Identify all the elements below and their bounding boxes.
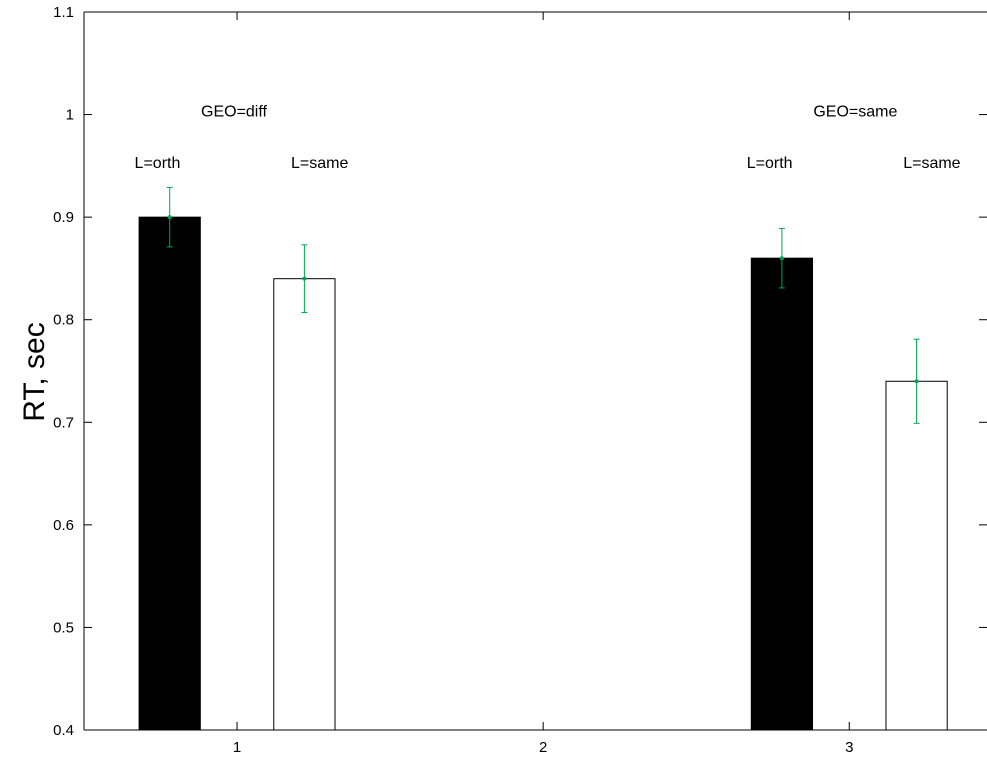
y-axis-label: RT, sec [18,322,51,421]
y-tick-label: 0.8 [53,312,74,329]
y-tick-label: 0.7 [53,414,74,431]
error-bar-2 [301,244,308,314]
bar-1 [138,216,201,731]
bars-layer [138,216,948,731]
x-tick-label: 1 [233,739,241,756]
y-tick-label: 0.9 [53,209,74,226]
y-tick-label: 0.4 [53,722,74,739]
y-tick-label: 0.6 [53,517,74,534]
error-bars-layer [166,186,920,424]
y-tick-label: 0.5 [53,619,74,636]
annotation: GEO=same [813,104,897,121]
bar-3 [750,257,814,731]
x-tick-label: 2 [539,739,547,756]
error-bar-1 [166,186,173,248]
bar-2 [273,278,336,731]
y-tick-label: 1.1 [53,4,74,21]
annotations-layer: GEO=diff L=orth L=same GEO=same L=orth L=same [135,104,961,172]
bar-4 [885,380,948,731]
axes-layer: 0.4 0.5 0.6 0.7 0.8 0.9 1 1.1 1 2 3 [53,4,987,756]
annotation: L=same [903,155,960,172]
annotation: L=same [291,155,348,172]
error-bar-3 [778,227,785,289]
annotation: L=orth [135,155,181,172]
annotation: L=orth [747,155,793,172]
y-tick-label: 1 [66,107,74,124]
error-bar-4 [913,338,920,424]
annotation: GEO=diff [201,104,268,121]
x-tick-label: 3 [845,739,853,756]
